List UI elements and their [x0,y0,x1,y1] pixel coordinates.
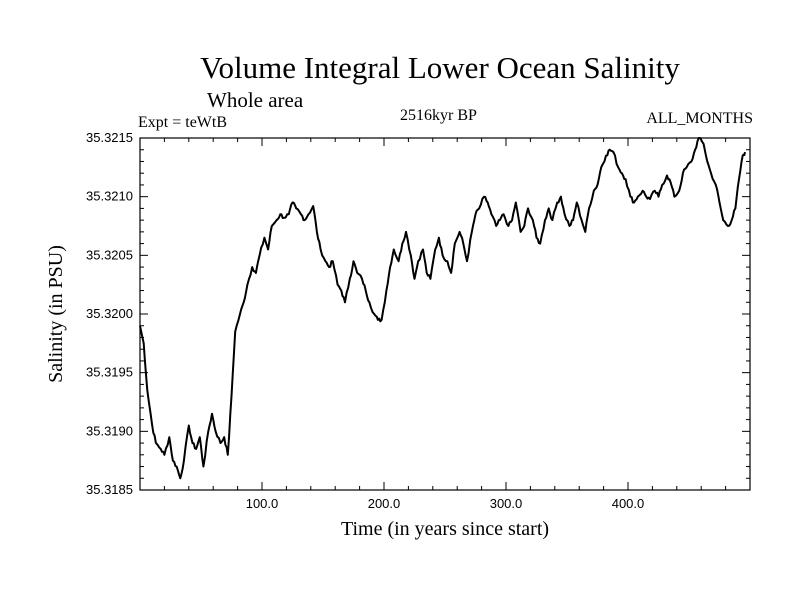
y-tick-label: 35.3195 [86,365,133,380]
y-tick-label: 35.3185 [86,482,133,497]
chart-title: Volume Integral Lower Ocean Salinity [200,50,680,85]
x-tick-label: 200.0 [368,496,401,511]
y-tick-label: 35.3205 [86,247,133,262]
axis-ticks [140,137,750,491]
period-label: 2516kyr BP [400,107,477,124]
x-tick-label: 100.0 [246,496,279,511]
x-axis-label: Time (in years since start) [340,518,550,540]
chart-subtitle: Whole area [207,88,304,112]
months-label: ALL_MONTHS [646,110,753,127]
y-tick-label: 35.3190 [86,423,133,438]
y-tick-label: 35.3215 [86,130,133,145]
y-tick-label: 35.3210 [86,189,133,204]
salinity-series-line [139,137,747,480]
y-tick-label: 35.3200 [86,306,133,321]
axis-tick-labels: 35.3185 35.3190 35.3195 35.3200 35.3205 35.32… [86,130,644,511]
x-tick-label: 400.0 [612,496,645,511]
plot-frame [139,137,751,491]
experiment-label: Expt = teWtB [138,114,228,131]
y-axis-label: Salinity (in PSU) [45,245,67,383]
x-tick-label: 300.0 [490,496,523,511]
